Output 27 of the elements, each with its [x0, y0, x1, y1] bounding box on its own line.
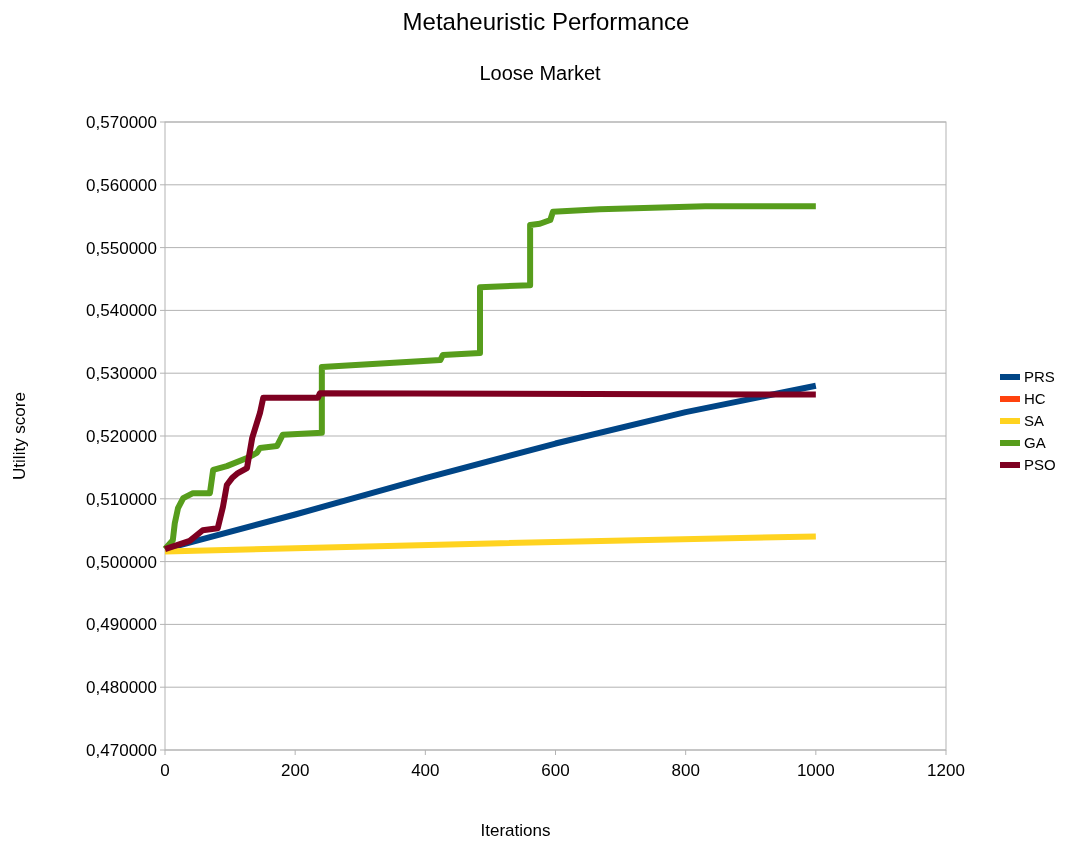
- y-tick-label: 0,520000: [86, 426, 157, 446]
- legend-label: SA: [1024, 412, 1045, 430]
- y-axis-title: Utility score: [10, 392, 29, 480]
- y-tick-label: 0,510000: [86, 489, 157, 509]
- legend-label: PSO: [1024, 456, 1056, 474]
- y-tick-label: 0,500000: [86, 552, 157, 572]
- legend-label: HC: [1024, 390, 1046, 408]
- x-tick-label: 200: [280, 761, 310, 780]
- y-tick-label: 0,550000: [86, 238, 157, 258]
- x-tick-label: 800: [671, 761, 700, 780]
- legend-label: GA: [1024, 434, 1046, 452]
- y-tick-label: 0,530000: [86, 364, 157, 384]
- x-tick-label: 0: [160, 761, 170, 780]
- y-tick-label: 0,490000: [86, 615, 157, 635]
- y-tick-label: 0,480000: [86, 678, 157, 698]
- chart-subtitle: Loose Market: [479, 62, 602, 84]
- chart-title: Metaheuristic Performance: [402, 8, 690, 35]
- y-tick-label: 0,560000: [86, 175, 157, 195]
- y-tick-label: 0,570000: [86, 112, 157, 132]
- legend-label: PRS: [1024, 368, 1055, 386]
- y-tick-label: 0,540000: [86, 301, 157, 321]
- y-tick-label: 0,470000: [86, 740, 157, 760]
- x-axis-title: Iterations: [480, 821, 551, 840]
- x-tick-label: 1000: [796, 761, 835, 780]
- x-tick-label: 1200: [927, 761, 965, 780]
- x-tick-label: 400: [411, 761, 440, 780]
- x-tick-label: 600: [541, 761, 570, 780]
